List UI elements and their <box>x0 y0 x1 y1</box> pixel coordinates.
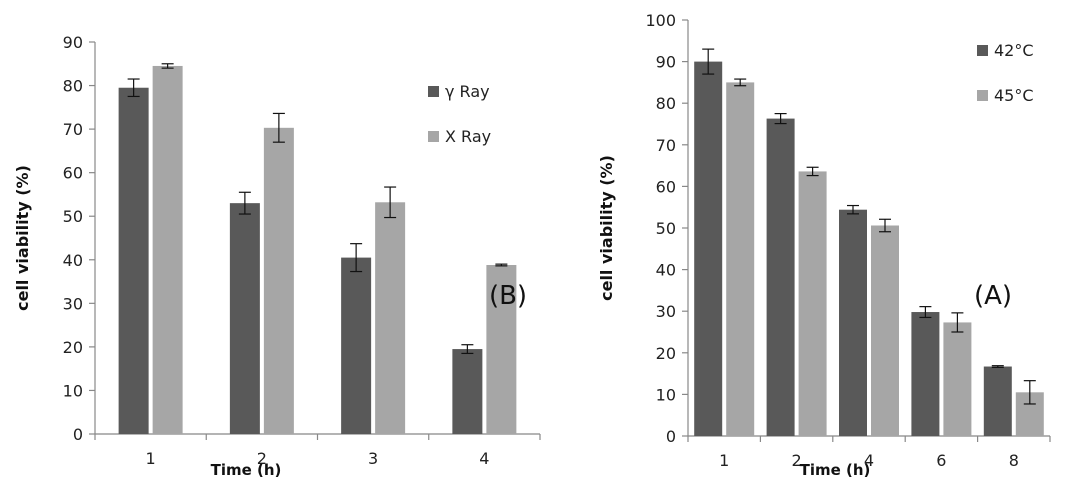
bar-1-2 <box>766 118 795 436</box>
bar-1-1 <box>118 87 149 434</box>
y-tick-label: 0 <box>666 427 676 446</box>
y-axis-label: cell viability (%) <box>597 155 616 301</box>
bar-2-2 <box>263 127 294 434</box>
y-tick-label: 70 <box>63 120 83 139</box>
y-tick-label: 80 <box>63 77 83 96</box>
legend-swatch <box>977 45 988 56</box>
bar-1-8 <box>983 366 1012 436</box>
y-tick-label: 0 <box>73 425 83 444</box>
legend-label: γ Ray <box>445 82 490 101</box>
y-tick-label: 90 <box>656 53 676 72</box>
chart-1: 0 10 20 30 40 50 60 70 80 90 100 1 2 4 6 8 42°C 45°C cell … <box>597 11 1051 479</box>
y-tick-label: 50 <box>656 219 676 238</box>
bar-1-1 <box>694 61 723 436</box>
x-tick-label: 1 <box>719 451 729 470</box>
bar-1-3 <box>341 257 372 434</box>
chart-0: 0 10 20 30 40 50 60 70 80 90 1 2 3 4 γ Ray X Ray cell vi… <box>13 33 541 479</box>
bar-1-4 <box>452 349 483 434</box>
y-tick-label: 20 <box>656 344 676 363</box>
x-axis-label: Time (h) <box>800 461 871 479</box>
x-tick-label: 2 <box>792 451 802 470</box>
x-tick-label: 6 <box>936 451 946 470</box>
y-tick-label: 30 <box>63 294 83 313</box>
y-axis-label: cell viability (%) <box>13 165 32 311</box>
y-tick-label: 30 <box>656 302 676 321</box>
bar-2-1 <box>726 82 755 437</box>
bar-1-4 <box>839 209 867 436</box>
y-tick-label: 50 <box>63 207 83 226</box>
x-tick-label: 2 <box>257 449 267 468</box>
legend-swatch <box>428 131 439 142</box>
legend-label: X Ray <box>445 127 491 146</box>
bar-2-6 <box>943 322 972 436</box>
panel-label: (A) <box>974 281 1012 311</box>
x-tick-label: 1 <box>146 449 156 468</box>
x-tick-label: 8 <box>1009 451 1019 470</box>
y-tick-label: 20 <box>63 338 83 357</box>
legend-label: 42°C <box>994 41 1034 60</box>
bar-2-3 <box>375 202 406 434</box>
y-tick-label: 40 <box>63 251 83 270</box>
y-tick-label: 90 <box>63 33 83 52</box>
x-tick-label: 3 <box>368 449 378 468</box>
x-tick-label: 4 <box>864 451 874 470</box>
bar-2-1 <box>152 65 183 434</box>
x-axis-label: Time (h) <box>211 461 282 479</box>
legend-label: 45°C <box>994 86 1034 105</box>
y-tick-label: 10 <box>656 385 676 404</box>
legend-swatch <box>977 90 988 101</box>
x-tick-label: 4 <box>479 449 489 468</box>
bar-2-4 <box>871 225 899 436</box>
y-tick-label: 70 <box>656 136 676 155</box>
bar-1-2 <box>229 203 260 434</box>
bar-2-4 <box>486 265 517 434</box>
panel-label: (B) <box>489 281 527 311</box>
y-tick-label: 40 <box>656 261 676 280</box>
bar-1-6 <box>911 312 940 436</box>
y-tick-label: 10 <box>63 381 83 400</box>
y-tick-label: 60 <box>63 164 83 183</box>
bar-2-2 <box>798 171 827 436</box>
y-tick-label: 80 <box>656 94 676 113</box>
y-tick-label: 100 <box>645 11 676 30</box>
legend-swatch <box>428 86 439 97</box>
y-tick-label: 60 <box>656 177 676 196</box>
